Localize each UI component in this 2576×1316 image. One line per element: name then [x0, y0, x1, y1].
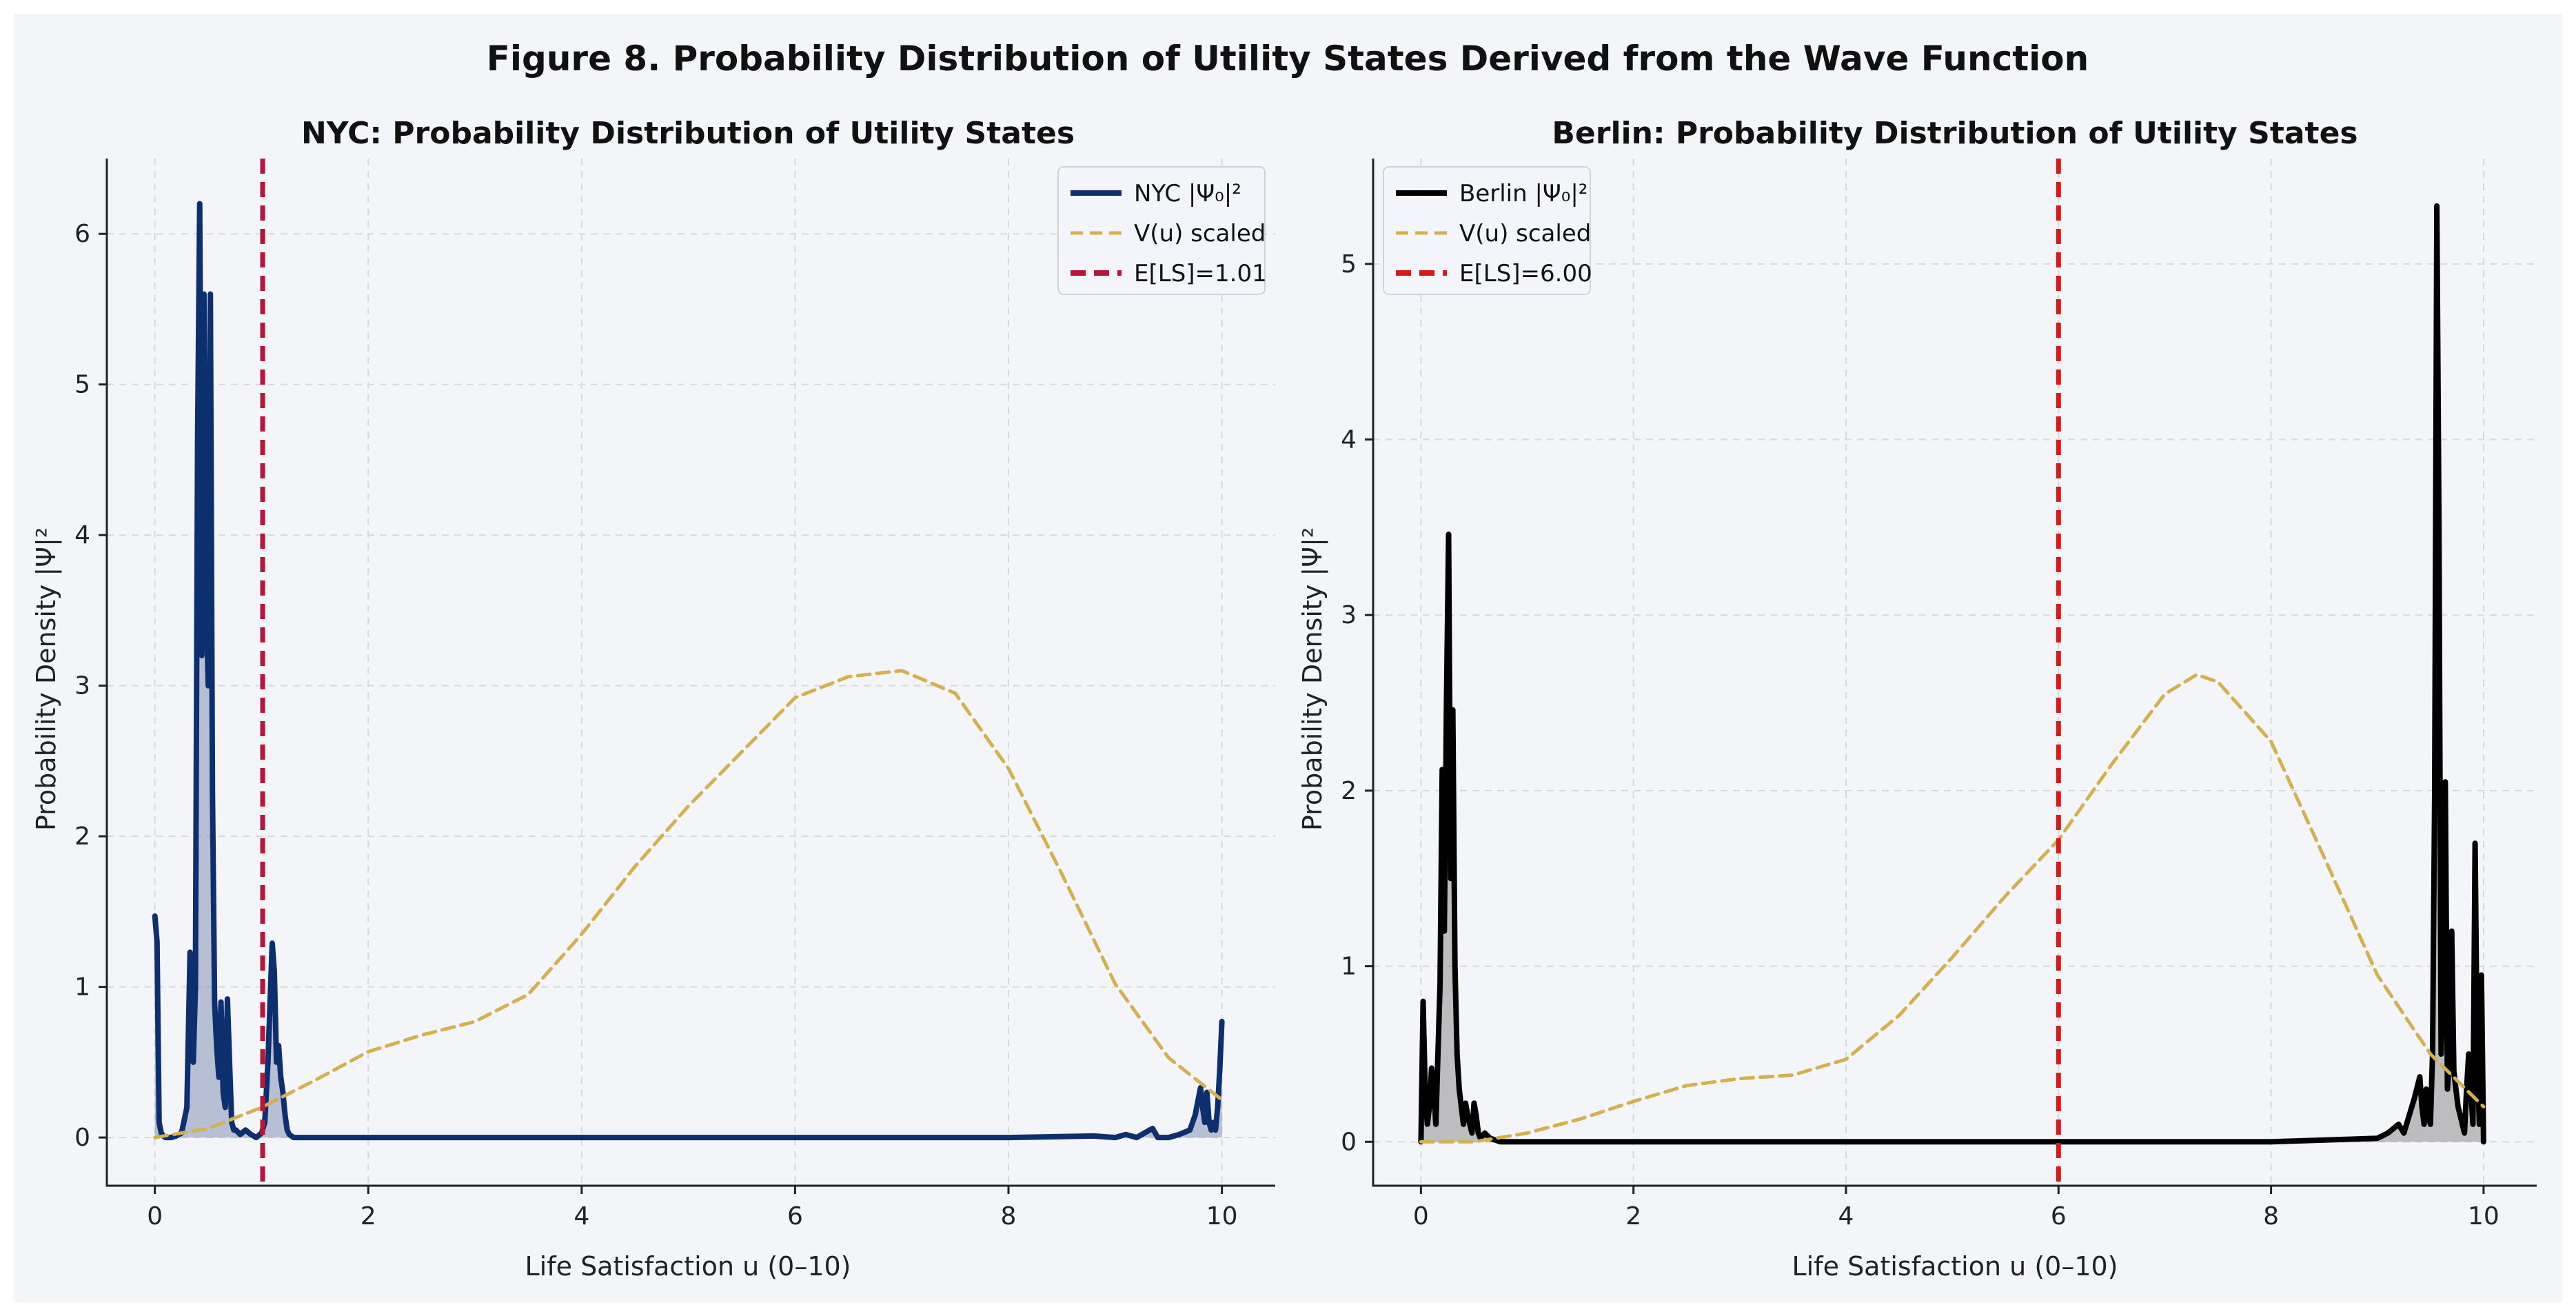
berlin-density-line [1418, 203, 2486, 1145]
nyc-legend-label: V(u) scaled [1134, 220, 1266, 247]
berlin-plot-area: 0 2 4 6 8 10 0 1 2 3 4 5 [1341, 159, 2537, 1231]
berlin-series-layer [1418, 159, 2486, 1186]
nyc-x-tick-label: 2 [361, 1202, 376, 1231]
nyc-y-axis-label: Probability Density |Ψ|² [31, 527, 62, 831]
figure-title: Figure 8. Probability Distribution of Ut… [487, 39, 2089, 79]
berlin-x-tick-label: 10 [2468, 1202, 2499, 1231]
berlin-x-tick-label: 2 [1625, 1202, 1641, 1231]
nyc-y-tick-label: 2 [74, 822, 90, 851]
nyc-plot-area: 0 2 4 6 8 10 0 1 2 3 4 5 6 [74, 159, 1275, 1231]
berlin-y-tick-label: 2 [1341, 777, 1357, 805]
figure: Figure 8. Probability Distribution of Ut… [14, 14, 2562, 1302]
nyc-series-layer [152, 159, 1225, 1186]
berlin-legend-label: Berlin |Ψ₀|² [1459, 180, 1588, 207]
berlin-legend-label: E[LS]=6.00 [1459, 260, 1592, 287]
nyc-y-tick-label: 1 [74, 973, 90, 1002]
nyc-density-line [152, 201, 1225, 1141]
nyc-potential-line [153, 669, 1224, 1140]
nyc-x-tick-label: 10 [1206, 1202, 1238, 1231]
berlin-y-tick-label: 5 [1341, 250, 1357, 279]
berlin-potential-line [1419, 673, 2486, 1144]
berlin-panel: Berlin: Probability Distribution of Util… [1297, 116, 2537, 1282]
berlin-legend-box [1383, 166, 1591, 295]
nyc-panel-title: NYC: Probability Distribution of Utility… [301, 116, 1075, 151]
berlin-density-fill [1421, 205, 2484, 1142]
nyc-legend-box [1057, 166, 1266, 295]
nyc-legend: NYC |Ψ₀|² V(u) scaled E[LS]=1.01 [1057, 166, 1267, 295]
nyc-x-tick-label: 6 [787, 1202, 803, 1231]
berlin-x-tick-label: 4 [1838, 1202, 1854, 1231]
nyc-panel: NYC: Probability Distribution of Utility… [31, 116, 1275, 1282]
nyc-legend-label: NYC |Ψ₀|² [1134, 180, 1241, 207]
berlin-y-tick-label: 1 [1341, 953, 1357, 981]
nyc-x-tick-label: 8 [1001, 1202, 1017, 1231]
berlin-x-tick-label: 0 [1413, 1202, 1429, 1231]
berlin-y-tick-label: 0 [1341, 1128, 1357, 1156]
berlin-y-tick-label: 4 [1341, 426, 1357, 454]
berlin-legend: Berlin |Ψ₀|² V(u) scaled E[LS]=6.00 [1383, 166, 1592, 295]
berlin-legend-label: V(u) scaled [1459, 220, 1591, 247]
nyc-axes-spine [105, 159, 1275, 1187]
nyc-y-tick-label: 6 [74, 220, 90, 248]
nyc-density-fill [154, 203, 1222, 1138]
nyc-x-tick-label: 0 [147, 1202, 163, 1231]
nyc-x-axis-label: Life Satisfaction u (0–10) [525, 1251, 851, 1282]
nyc-y-tick-label: 5 [74, 371, 90, 399]
berlin-y-tick-label: 3 [1341, 601, 1357, 629]
berlin-x-tick-label: 6 [2051, 1202, 2067, 1231]
berlin-axes-spine [1372, 159, 2537, 1187]
nyc-x-tick-label: 4 [574, 1202, 589, 1231]
nyc-y-tick-label: 0 [74, 1124, 90, 1152]
berlin-x-axis-label: Life Satisfaction u (0–10) [1792, 1251, 2118, 1282]
berlin-panel-title: Berlin: Probability Distribution of Util… [1552, 116, 2357, 151]
nyc-y-tick-label: 3 [74, 672, 90, 700]
nyc-legend-label: E[LS]=1.01 [1134, 260, 1267, 287]
nyc-y-tick-label: 4 [74, 521, 90, 549]
chart-canvas: Figure 8. Probability Distribution of Ut… [31, 39, 2537, 1282]
berlin-y-axis-label: Probability Density |Ψ|² [1297, 527, 1328, 831]
berlin-x-tick-label: 8 [2263, 1202, 2279, 1231]
